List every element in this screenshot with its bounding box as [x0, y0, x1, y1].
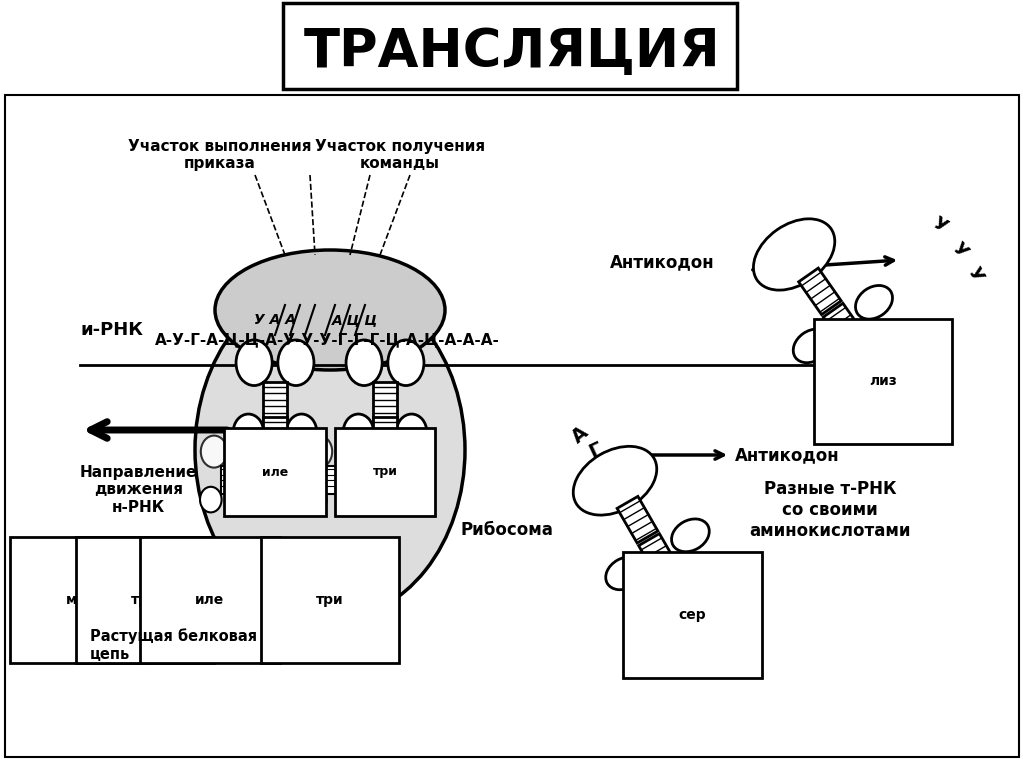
- Ellipse shape: [305, 487, 327, 512]
- Text: Растущая белковая
цепь: Растущая белковая цепь: [90, 628, 257, 662]
- Ellipse shape: [237, 340, 272, 386]
- Ellipse shape: [573, 446, 656, 515]
- Text: ТРАНСЛЯЦИЯ: ТРАНСЛЯЦИЯ: [304, 26, 720, 78]
- Text: У: У: [964, 265, 986, 285]
- Ellipse shape: [672, 519, 710, 551]
- Ellipse shape: [287, 414, 316, 450]
- Text: иле: иле: [262, 466, 288, 479]
- Ellipse shape: [855, 285, 893, 319]
- Ellipse shape: [233, 414, 263, 450]
- Text: Разные т-РНК
со своими
аминокислотами: Разные т-РНК со своими аминокислотами: [750, 480, 910, 540]
- Text: Антикодон: Антикодон: [610, 253, 715, 271]
- Ellipse shape: [794, 329, 830, 363]
- FancyBboxPatch shape: [262, 417, 288, 455]
- FancyBboxPatch shape: [262, 382, 288, 420]
- Text: Направление
движения
н-РНК: Направление движения н-РНК: [80, 465, 198, 515]
- Ellipse shape: [338, 436, 365, 468]
- Text: три: три: [316, 593, 344, 607]
- Text: Участок получения
команды: Участок получения команды: [315, 139, 485, 171]
- Polygon shape: [639, 534, 685, 591]
- Text: Г: Г: [587, 439, 605, 461]
- Ellipse shape: [606, 557, 643, 590]
- Ellipse shape: [754, 219, 835, 290]
- Text: и-РНК: и-РНК: [80, 321, 143, 339]
- Ellipse shape: [201, 436, 227, 468]
- FancyBboxPatch shape: [327, 466, 344, 494]
- Text: лиз: лиз: [869, 374, 897, 388]
- Text: мет: мет: [66, 593, 94, 607]
- FancyBboxPatch shape: [283, 3, 737, 89]
- Text: сер: сер: [679, 608, 707, 622]
- Ellipse shape: [232, 436, 259, 468]
- FancyBboxPatch shape: [373, 382, 397, 420]
- Ellipse shape: [346, 340, 382, 386]
- Ellipse shape: [195, 280, 465, 620]
- Polygon shape: [617, 496, 657, 543]
- Text: А-У-Г-А-Ц-Ц-А-У-У-У-Г-Г-Г-Ц-А-Ц-А-А-А-: А-У-Г-А-Ц-Ц-А-У-У-У-Г-Г-Г-Ц-А-Ц-А-А-А-: [155, 333, 500, 347]
- Ellipse shape: [215, 250, 445, 370]
- Text: У: У: [948, 239, 972, 262]
- Text: Рибосома: Рибосома: [460, 521, 553, 539]
- Ellipse shape: [200, 487, 221, 512]
- Ellipse shape: [306, 436, 332, 468]
- Text: А: А: [568, 423, 592, 447]
- Text: три: три: [373, 466, 397, 479]
- Ellipse shape: [239, 487, 260, 512]
- Ellipse shape: [343, 487, 365, 512]
- Polygon shape: [823, 303, 872, 360]
- FancyBboxPatch shape: [221, 466, 239, 494]
- Text: Антикодон: Антикодон: [735, 446, 840, 464]
- Ellipse shape: [388, 340, 424, 386]
- Text: У А А: У А А: [254, 313, 296, 327]
- Ellipse shape: [396, 414, 427, 450]
- Polygon shape: [799, 268, 842, 314]
- Text: иле: иле: [196, 593, 224, 607]
- Ellipse shape: [278, 340, 314, 386]
- FancyBboxPatch shape: [5, 95, 1019, 757]
- Text: Участок выполнения
приказа: Участок выполнения приказа: [128, 139, 311, 171]
- Text: А: А: [601, 454, 620, 476]
- FancyBboxPatch shape: [373, 417, 397, 455]
- Text: тре: тре: [131, 593, 159, 607]
- Text: А Ц Ц: А Ц Ц: [332, 313, 378, 327]
- Text: У: У: [930, 214, 950, 236]
- Ellipse shape: [343, 414, 374, 450]
